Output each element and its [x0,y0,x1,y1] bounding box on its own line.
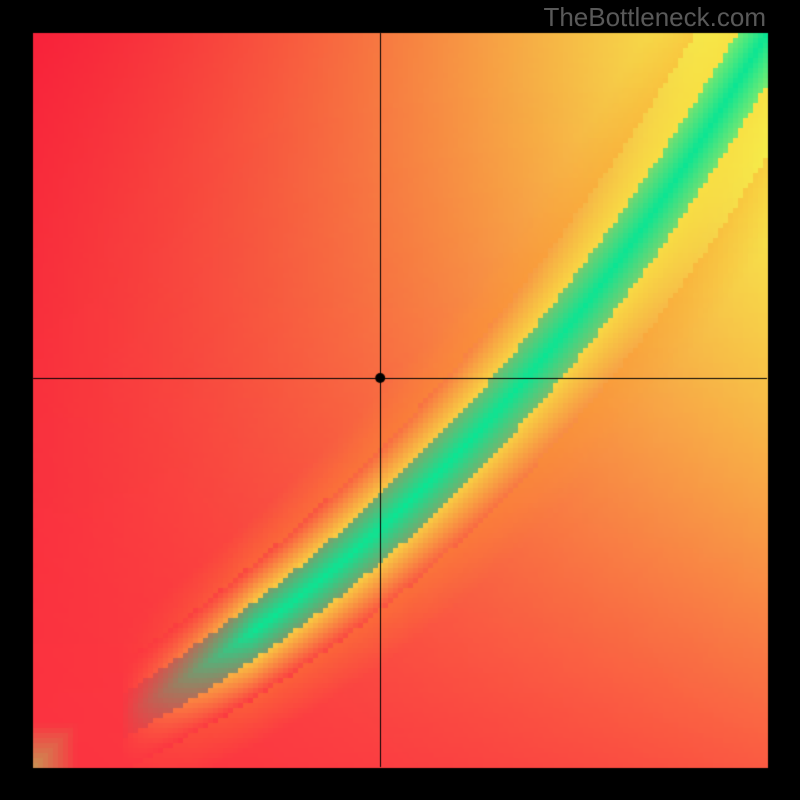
bottleneck-heatmap [0,0,800,800]
chart-container: TheBottleneck.com [0,0,800,800]
watermark-text: TheBottleneck.com [543,2,766,33]
